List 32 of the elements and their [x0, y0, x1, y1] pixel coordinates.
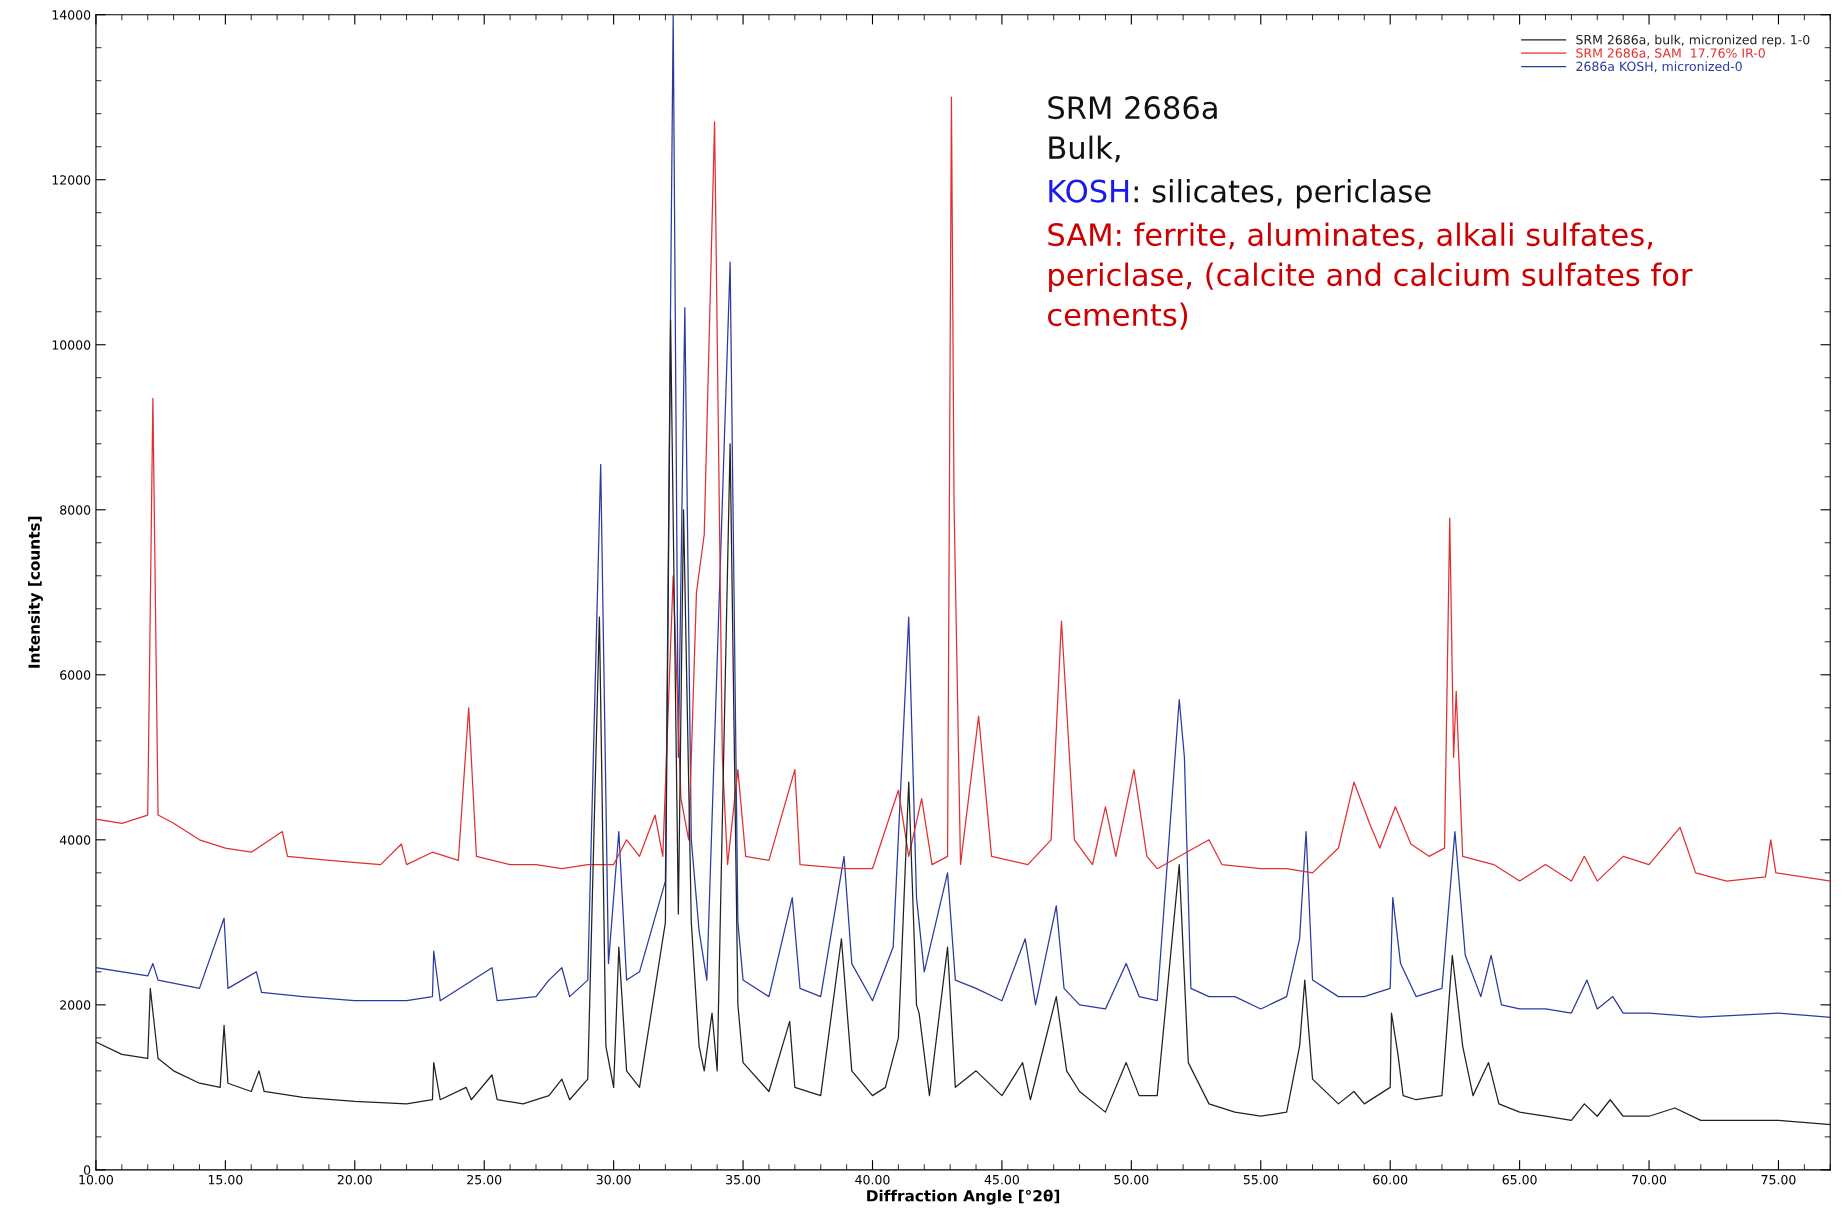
x-tick-label: 65.00: [1502, 1174, 1537, 1185]
legend-label: 2686a KOSH, micronized-0: [1576, 61, 1742, 73]
line-series: [95, 96, 1831, 882]
x-axis-title: Diffraction Angle [°2θ]: [867, 1189, 1060, 1205]
annotation: SRM 2686a Bulk,: [1048, 96, 1217, 163]
y-tick-label: 12000: [52, 175, 91, 185]
y-tick-label: 2000: [60, 1000, 91, 1010]
y-tick-label: 4000: [59, 835, 91, 845]
y-tick-label: 0: [83, 1165, 91, 1175]
x-tick-label: 20.00: [337, 1174, 372, 1185]
annotation: KOSH: [1049, 179, 1129, 203]
y-axis-title: Intensity [counts]: [28, 516, 43, 668]
x-tick-label: 75.00: [1761, 1174, 1796, 1185]
x-tick-label: 35.00: [726, 1174, 761, 1185]
y-tick-label: 10000: [52, 340, 91, 350]
y-tick-label: 6000: [60, 670, 91, 680]
y-tick-label: 8000: [60, 505, 91, 515]
x-tick-label: 55.00: [1243, 1174, 1278, 1185]
x-tick-label: 70.00: [1632, 1174, 1667, 1185]
x-tick-label: 50.00: [1114, 1174, 1149, 1185]
x-tick-label: 60.00: [1373, 1174, 1408, 1185]
x-tick-label: 15.00: [208, 1174, 243, 1185]
x-tick-label: 25.00: [467, 1174, 502, 1185]
legend-label: SRM 2686a, SAM 17.76% IR-0: [1576, 48, 1765, 59]
annotation: SAM: ferrite, aluminates, alkali sulfates, periclase, (calcite and calcium sulfates for cements): [1048, 222, 1693, 330]
x-tick-label: 45.00: [984, 1174, 1019, 1185]
annotation: : silicates, periclase: [1134, 179, 1431, 209]
legend-label: SRM 2686a, bulk, micronized rep. 1-0: [1576, 34, 1810, 47]
y-tick-label: 14000: [52, 10, 91, 20]
x-tick-label: 30.00: [596, 1174, 631, 1185]
x-tick-label: 40.00: [855, 1174, 890, 1185]
x-tick-label: 10.00: [79, 1174, 113, 1185]
